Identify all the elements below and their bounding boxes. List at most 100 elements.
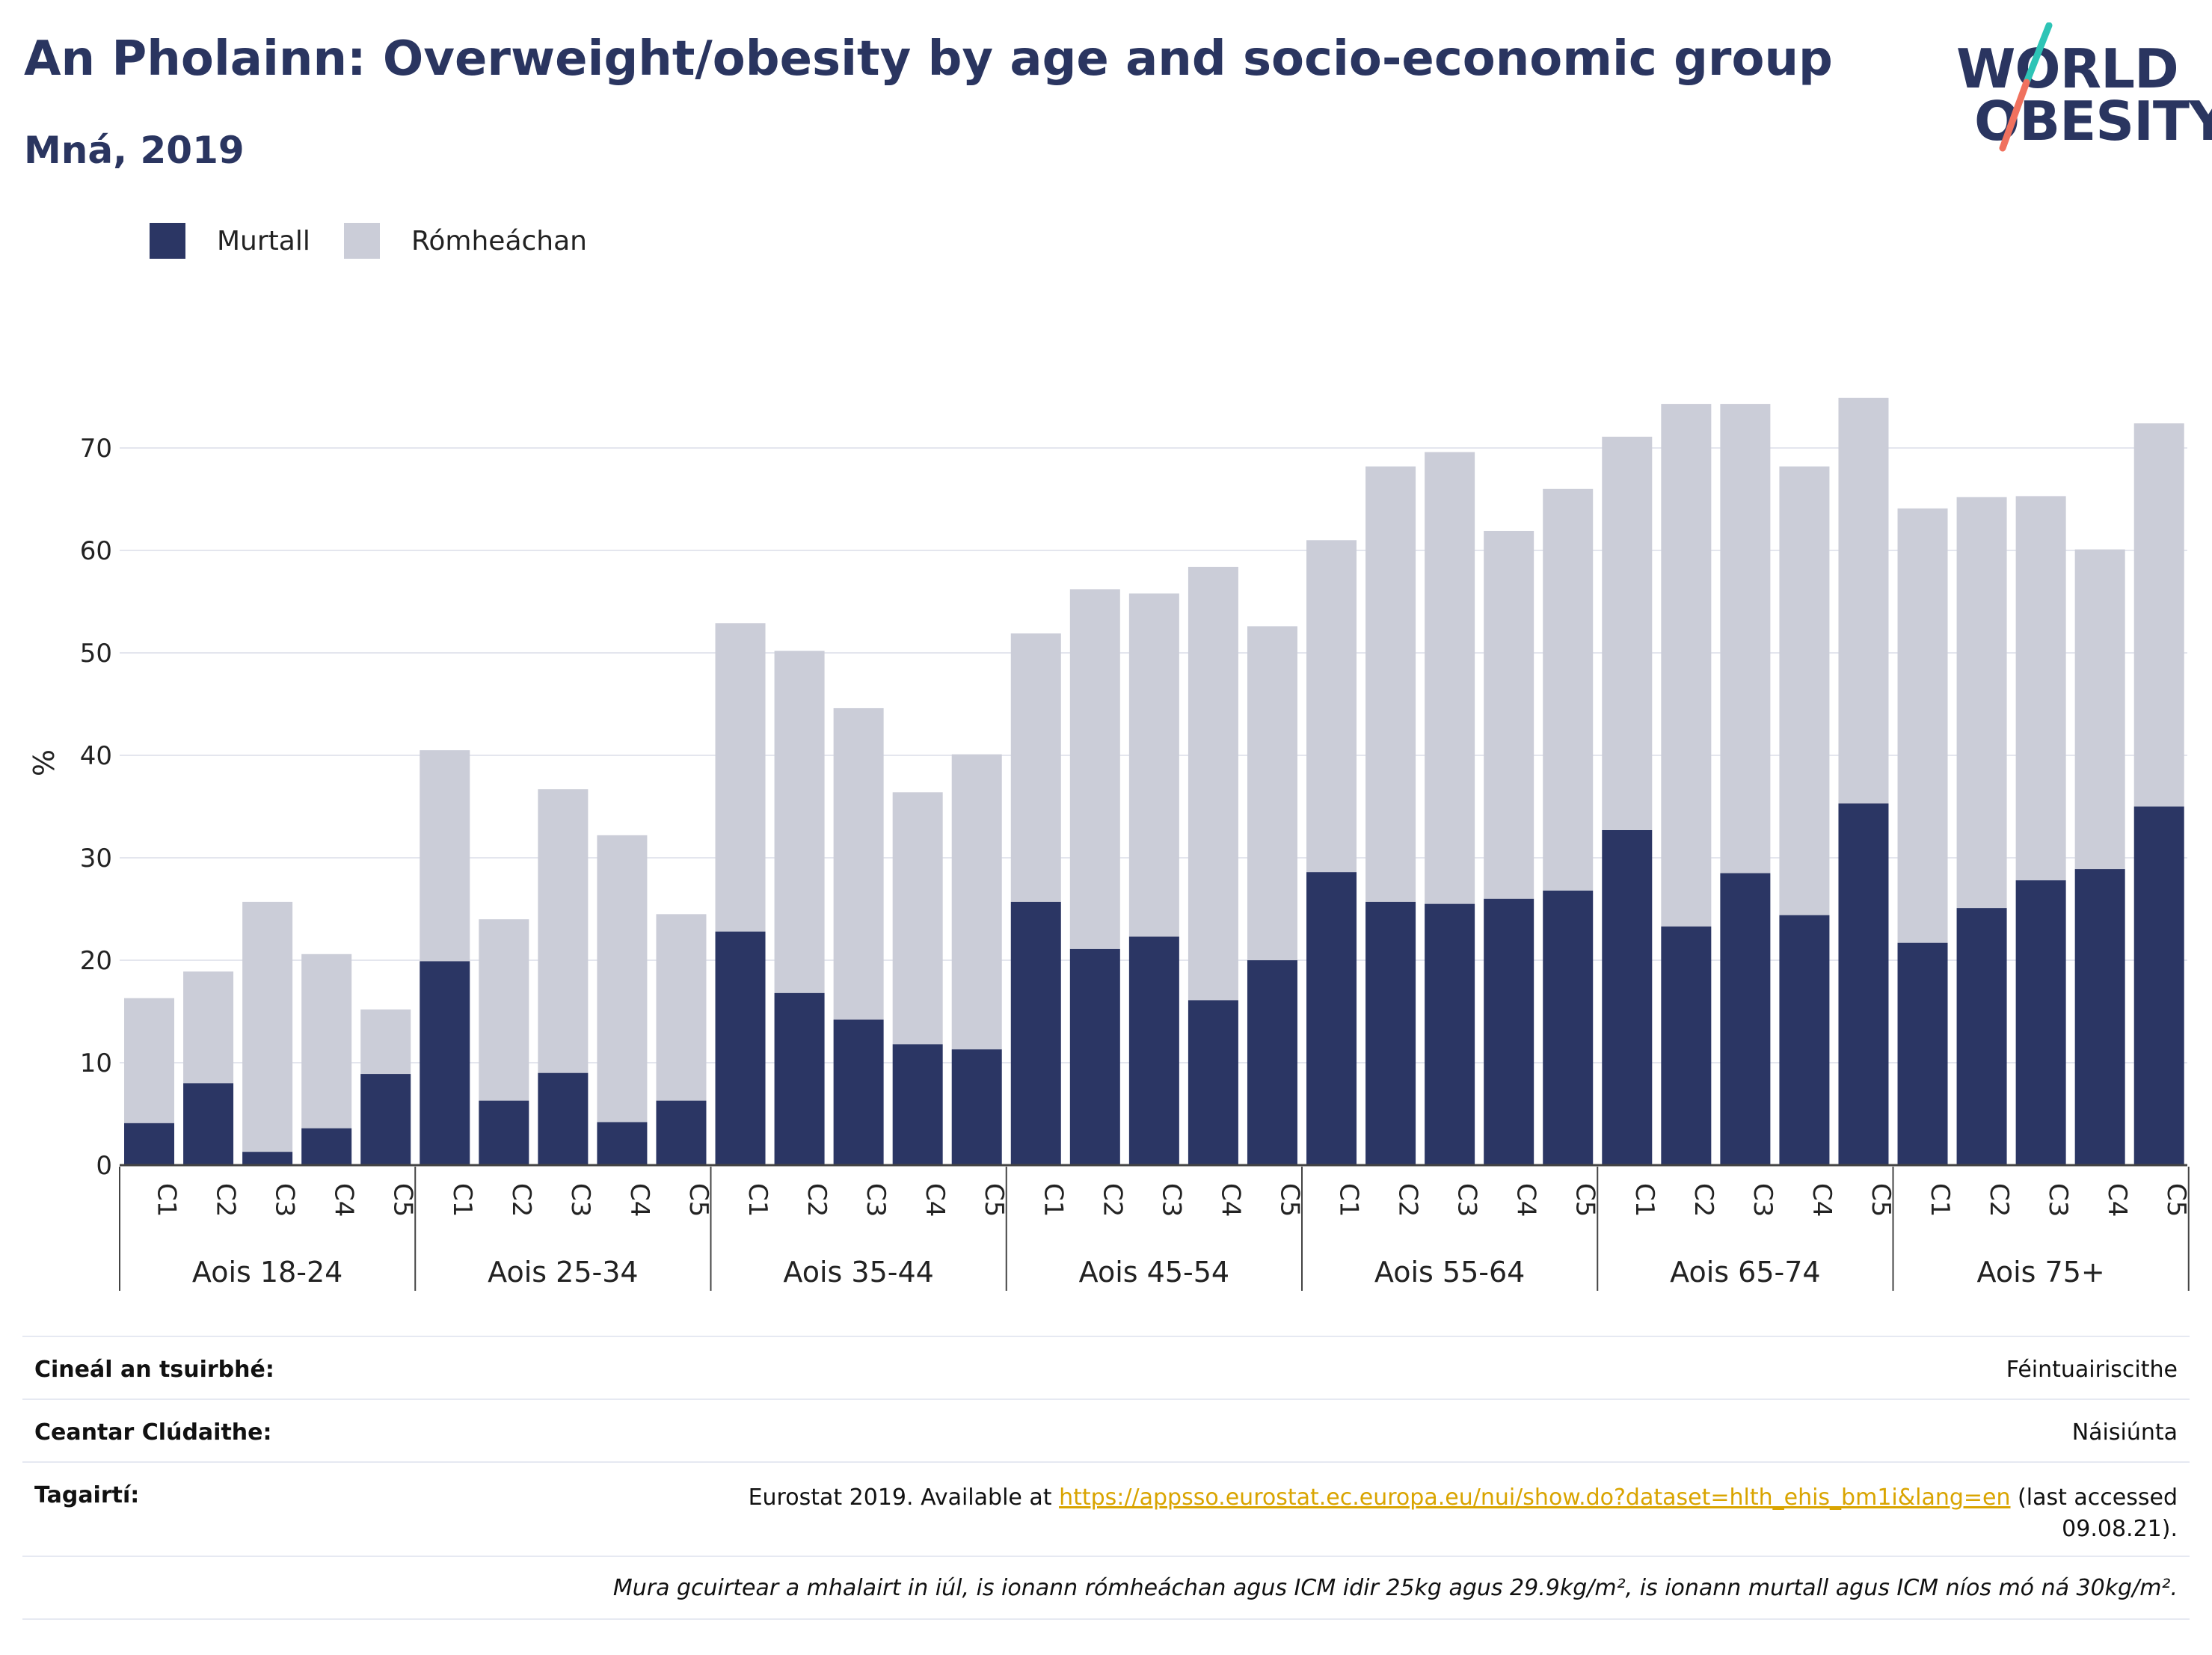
bar-overweight [1720,404,1771,873]
bar-overweight [1661,404,1712,927]
x-tick-label: C2 [1984,1183,2014,1217]
bar-overweight [420,750,470,962]
chart-footer: Cineál an tsuirbhé: Féintuairiscithe Cea… [22,1336,2190,1620]
y-tick-label: 60 [80,536,112,566]
bar-overweight [360,1009,411,1075]
bar-obese [1425,903,1475,1165]
bar-obese [892,1044,943,1165]
bar-obese [124,1123,175,1165]
bar-obese [1247,960,1297,1165]
bar-overweight [656,914,707,1101]
bar-obese [774,992,825,1165]
x-tick-label: C2 [1689,1183,1718,1217]
bar-obese [1484,898,1534,1165]
bar-overweight [124,998,175,1123]
bar-overweight [1897,508,1948,943]
bar-overweight [1069,589,1120,949]
bar-overweight [774,651,825,993]
chart-title: An Pholainn: Overweight/obesity by age a… [24,31,1833,87]
eurostat-link[interactable]: https://appsso.eurostat.ec.europa.eu/nui… [1059,1484,2011,1511]
references-value: Eurostat 2019. Available at https://apps… [749,1482,2178,1545]
bar-overweight [1779,466,1830,915]
footer-row-note: Mura gcuirtear a mhalairt in iúl, is ion… [22,1556,2190,1620]
x-tick-label: C4 [329,1183,359,1217]
bar-overweight [1365,466,1416,902]
bar-obese [656,1100,707,1165]
x-tick-label: C4 [1807,1183,1837,1217]
x-tick-label: C5 [683,1183,713,1217]
y-tick-label: 50 [80,639,112,669]
x-tick-label: C5 [1274,1183,1304,1217]
x-tick-label: C2 [1393,1183,1423,1217]
x-tick-label: C4 [2102,1183,2132,1217]
bar-overweight [892,792,943,1045]
bar-overweight [1956,497,2007,909]
chart-subtitle: Mná, 2019 [24,129,245,172]
x-tick-label: C5 [979,1183,1009,1217]
references-prefix: Eurostat 2019. Available at [748,1484,1060,1511]
x-tick-label: C1 [1629,1183,1659,1217]
x-tick-label: C5 [1866,1183,1896,1217]
bar-overweight [1247,626,1297,960]
bar-obese [301,1128,352,1165]
x-tick-label: C1 [1038,1183,1068,1217]
x-group-label: Aois 35-44 [783,1256,933,1289]
x-tick-label: C3 [565,1183,595,1217]
y-tick-label: 70 [80,434,112,464]
bar-overweight [1188,566,1238,1001]
bar-obese [420,961,470,1165]
bar-obese [1188,1000,1238,1165]
x-tick-label: C5 [2161,1183,2191,1217]
bar-obese [1779,915,1830,1165]
bar-overweight [1484,530,1534,899]
y-tick-label: 0 [96,1151,112,1181]
bar-overweight [1543,488,1594,891]
bar-overweight [597,835,648,1123]
x-tick-label: C4 [920,1183,950,1217]
y-tick-label: 10 [80,1048,112,1078]
legend-label-obese: Murtall [217,226,310,257]
bar-overweight [242,901,293,1152]
x-tick-label: C3 [270,1183,300,1217]
bar-overweight [183,971,234,1084]
stacked-bar-chart: 0 10 20 30 40 50 60 70% C1 C2 C3 C4 C5 Aois 18-24 C1 C2… [28,397,2191,1291]
survey-type-value: Féintuairiscithe [2006,1357,2178,1383]
area-covered-label: Ceantar Clúdaithe: [34,1419,272,1446]
bar-obese [715,931,766,1165]
x-tick-label: C2 [506,1183,536,1217]
bar-obese [1543,890,1594,1165]
x-group-label: Aois 18-24 [192,1256,342,1289]
x-tick-label: C1 [152,1183,182,1217]
bar-obese [1720,873,1771,1165]
footer-row-survey: Cineál an tsuirbhé: Féintuairiscithe [22,1336,2190,1398]
references-label: Tagairtí: [34,1482,140,1508]
x-tick-label: C2 [802,1183,832,1217]
x-group-label: Aois 75+ [1977,1256,2105,1289]
bar-overweight [951,754,1002,1050]
bar-obese [360,1074,411,1165]
survey-type-label: Cineál an tsuirbhé: [34,1357,274,1383]
y-tick-label: 40 [80,741,112,771]
area-covered-value: Náisiúnta [2071,1419,2178,1446]
x-group-label: Aois 55-64 [1374,1256,1525,1289]
y-tick-label: 30 [80,844,112,873]
bar-overweight [479,919,529,1101]
bar-overweight [2074,549,2125,870]
legend-label-overweight: Rómheáchan [411,226,588,257]
bar-obese [1838,803,1889,1165]
bar-overweight [833,707,884,1020]
bar-obese [2074,869,2125,1165]
y-tick-label: 20 [80,946,112,976]
bar-obese [479,1100,529,1165]
bar-obese [1365,901,1416,1165]
x-tick-label: C1 [743,1183,772,1217]
y-axis-label: % [28,749,61,776]
logo-slash-icon [1999,22,2053,152]
bar-obese [1306,872,1357,1165]
x-tick-label: C2 [1097,1183,1127,1217]
bar-obese [597,1122,648,1165]
x-tick-label: C4 [1511,1183,1541,1217]
x-tick-label: C3 [2043,1183,2073,1217]
bar-obese [242,1152,293,1165]
x-tick-label: C4 [1215,1183,1245,1217]
